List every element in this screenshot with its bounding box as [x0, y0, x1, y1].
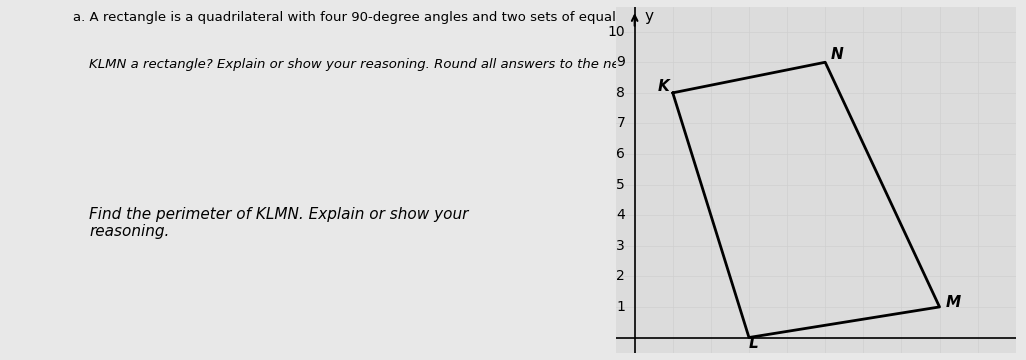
- Text: 5: 5: [617, 177, 625, 192]
- Text: 4: 4: [617, 208, 625, 222]
- Text: Find the perimeter of KLMN. Explain or show your
reasoning.: Find the perimeter of KLMN. Explain or s…: [89, 207, 469, 239]
- Text: N: N: [831, 47, 843, 62]
- Text: 8: 8: [617, 86, 625, 100]
- Text: 6: 6: [617, 147, 625, 161]
- Text: M: M: [945, 295, 960, 310]
- Text: 7: 7: [617, 116, 625, 130]
- Text: 1: 1: [617, 300, 625, 314]
- Text: 9: 9: [617, 55, 625, 69]
- Text: a. A rectangle is a quadrilateral with four 90-degree angles and two sets of equ: a. A rectangle is a quadrilateral with f…: [73, 11, 705, 24]
- Text: y: y: [644, 9, 654, 24]
- Text: 2: 2: [617, 269, 625, 283]
- Text: L: L: [749, 336, 759, 351]
- Text: KLMN a rectangle? Explain or show your reasoning. Round all answers to the neare: KLMN a rectangle? Explain or show your r…: [89, 58, 698, 71]
- Text: 10: 10: [607, 25, 625, 39]
- Text: 3: 3: [617, 239, 625, 253]
- Text: K: K: [658, 79, 669, 94]
